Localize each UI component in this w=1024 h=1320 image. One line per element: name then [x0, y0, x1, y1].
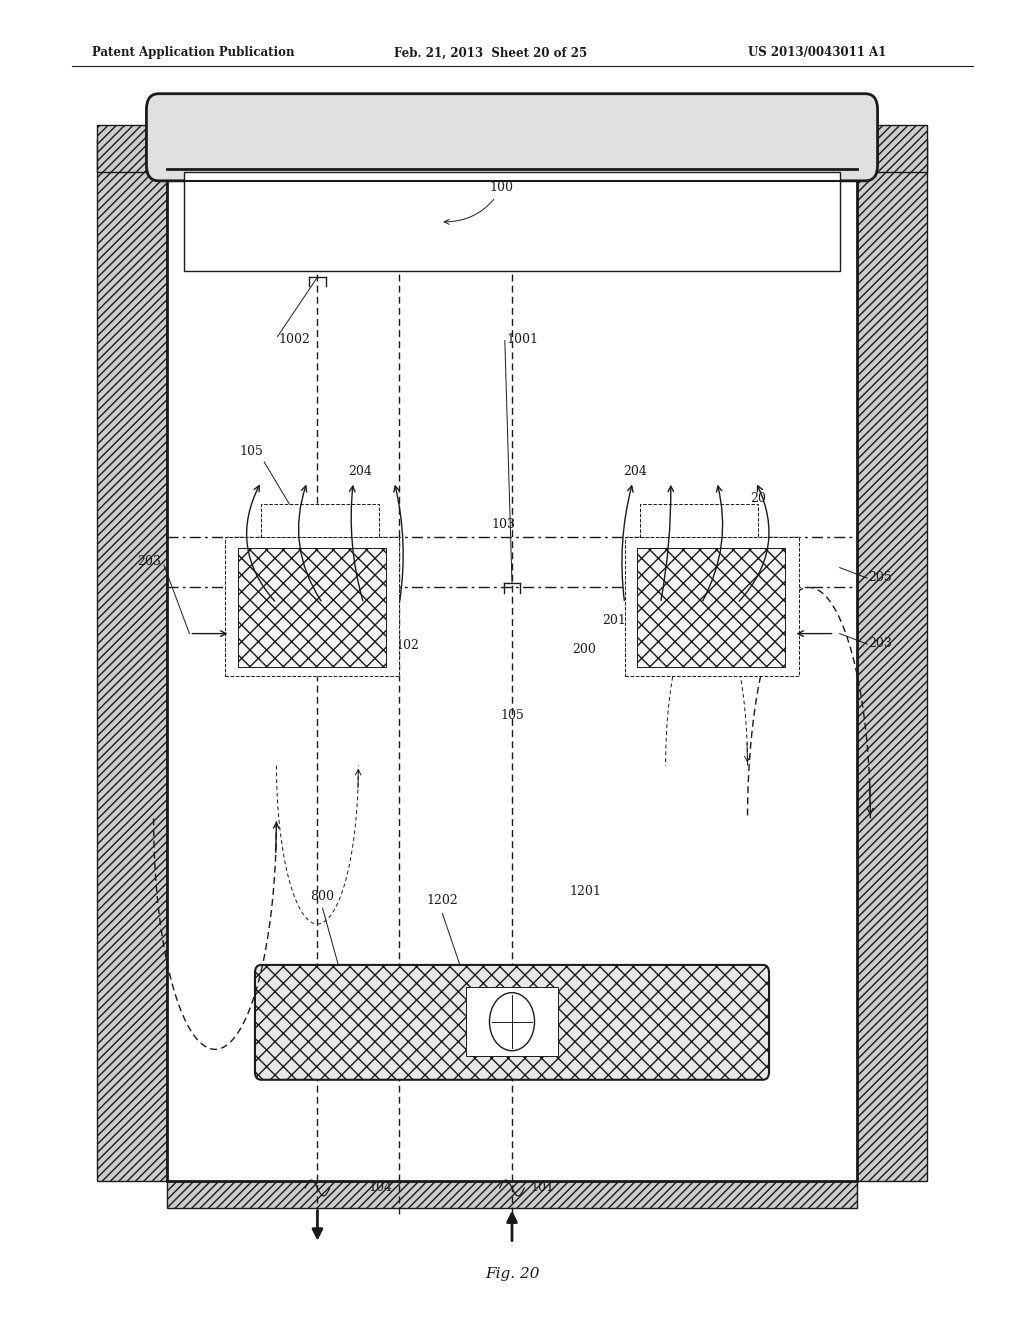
Text: 105: 105: [500, 709, 524, 722]
Text: 105: 105: [239, 445, 263, 458]
Text: 204: 204: [348, 465, 373, 478]
Text: Feb. 21, 2013  Sheet 20 of 25: Feb. 21, 2013 Sheet 20 of 25: [394, 46, 588, 59]
Text: 102: 102: [395, 639, 420, 652]
Text: 201: 201: [602, 614, 627, 627]
Text: 1201: 1201: [569, 884, 602, 898]
Text: 100: 100: [444, 181, 514, 224]
Bar: [261, 504, 379, 537]
Text: 101: 101: [530, 1180, 554, 1193]
Bar: [548, 125, 927, 172]
Bar: [97, 139, 167, 1181]
Text: 1001: 1001: [507, 333, 539, 346]
Bar: [184, 172, 840, 271]
FancyBboxPatch shape: [146, 94, 878, 181]
Text: Fig. 20: Fig. 20: [484, 1267, 540, 1280]
Text: 104: 104: [369, 1180, 392, 1193]
Text: 103: 103: [492, 517, 515, 531]
Bar: [637, 548, 785, 667]
Bar: [97, 125, 476, 172]
Text: 200: 200: [571, 643, 596, 656]
FancyBboxPatch shape: [255, 965, 769, 1080]
Text: 20: 20: [750, 491, 766, 504]
Bar: [167, 139, 857, 1181]
Text: 204: 204: [623, 465, 647, 478]
Bar: [625, 537, 799, 676]
Bar: [857, 139, 927, 1181]
Text: 202: 202: [310, 643, 335, 656]
Text: 201: 201: [326, 614, 350, 627]
Text: 203: 203: [137, 554, 161, 568]
Text: US 2013/0043011 A1: US 2013/0043011 A1: [748, 46, 886, 59]
Bar: [167, 1181, 857, 1208]
Bar: [238, 548, 386, 667]
Bar: [466, 987, 558, 1056]
Text: 800: 800: [310, 890, 335, 903]
Text: 205: 205: [868, 570, 892, 583]
Bar: [225, 537, 399, 676]
Text: 202: 202: [664, 643, 688, 656]
Text: 1002: 1002: [279, 333, 310, 346]
Text: Patent Application Publication: Patent Application Publication: [92, 46, 295, 59]
Text: 203: 203: [868, 636, 892, 649]
Text: 1202: 1202: [426, 894, 459, 907]
Bar: [640, 504, 758, 537]
